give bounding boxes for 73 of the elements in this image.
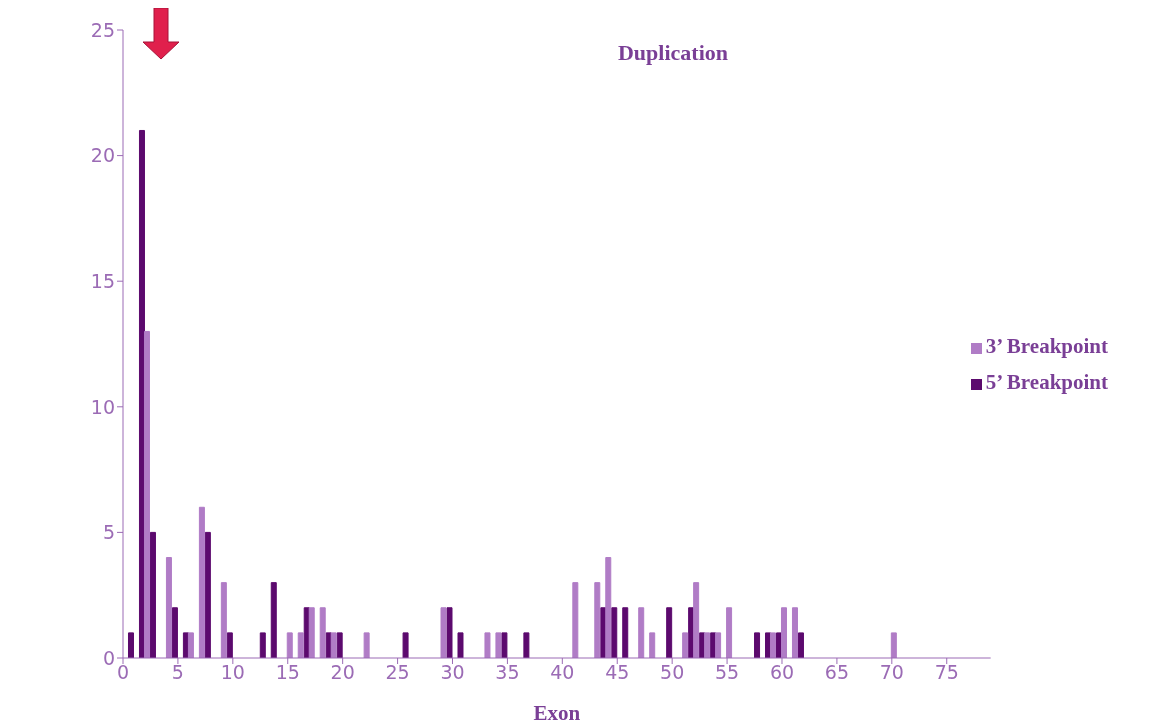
bar xyxy=(127,632,134,658)
bar xyxy=(797,632,804,658)
bar xyxy=(270,582,277,658)
x-tick-label: 5 xyxy=(171,661,184,684)
x-tick-label: 35 xyxy=(495,661,520,684)
bar xyxy=(523,632,530,658)
y-tick-label: 5 xyxy=(102,521,115,544)
bar xyxy=(226,632,233,658)
x-tick-label: 30 xyxy=(440,661,465,684)
bar xyxy=(754,632,761,658)
x-tick-label: 50 xyxy=(660,661,685,684)
x-tick-label: 65 xyxy=(824,661,849,684)
x-tick-label: 55 xyxy=(714,661,740,684)
bar xyxy=(594,582,601,658)
bar xyxy=(286,632,293,658)
legend-label: 5’ Breakpoint xyxy=(985,370,1108,394)
bar xyxy=(171,607,178,658)
bar xyxy=(890,632,897,658)
bar xyxy=(138,129,145,658)
bar xyxy=(336,632,343,658)
bar xyxy=(330,632,337,658)
bar xyxy=(781,607,787,658)
bar xyxy=(308,607,315,658)
x-tick-label: 20 xyxy=(330,661,355,684)
bar xyxy=(297,632,304,658)
bar xyxy=(363,632,370,658)
y-tick-label: 0 xyxy=(102,646,115,669)
bar xyxy=(149,531,156,658)
x-tick-label: 15 xyxy=(275,661,300,684)
x-tick-label: 0 xyxy=(116,661,130,684)
bar xyxy=(143,330,150,658)
bar xyxy=(495,632,502,658)
bar xyxy=(220,582,227,658)
legend-label: 3’ Breakpoint xyxy=(985,334,1108,358)
bar xyxy=(605,557,612,658)
bar xyxy=(572,582,579,658)
bar xyxy=(791,607,798,658)
y-tick-label: 15 xyxy=(90,269,115,292)
bar xyxy=(638,607,645,658)
bar xyxy=(704,632,711,658)
bar xyxy=(187,632,194,658)
bar xyxy=(715,632,722,658)
x-tick-label: 70 xyxy=(879,661,904,684)
y-tick-label: 25 xyxy=(90,18,115,41)
bar xyxy=(446,607,453,658)
bar xyxy=(198,506,205,658)
bar xyxy=(259,632,266,658)
x-tick-label: 75 xyxy=(934,661,959,684)
x-tick-label: 25 xyxy=(385,661,410,684)
bar xyxy=(649,632,656,658)
bar xyxy=(622,607,629,658)
x-tick-label: 40 xyxy=(550,661,575,684)
bar xyxy=(319,607,326,658)
y-tick-label: 20 xyxy=(90,144,115,167)
bar xyxy=(666,607,673,658)
bar xyxy=(501,632,508,658)
bar xyxy=(693,582,700,658)
x-tick-label: 45 xyxy=(605,661,630,684)
bar xyxy=(440,607,447,658)
x-axis-title: Exon xyxy=(533,701,581,725)
bar xyxy=(484,632,491,658)
bar xyxy=(682,632,689,658)
bar xyxy=(726,607,733,658)
y-tick-label: 10 xyxy=(90,395,115,418)
bar xyxy=(457,632,464,658)
x-tick-label: 60 xyxy=(769,661,795,684)
x-tick-label: 10 xyxy=(220,661,245,684)
bar xyxy=(204,531,211,658)
text: Duplication xyxy=(617,40,729,65)
bar xyxy=(165,557,172,658)
bar xyxy=(402,632,409,658)
bar xyxy=(770,632,777,658)
bar xyxy=(611,607,618,658)
